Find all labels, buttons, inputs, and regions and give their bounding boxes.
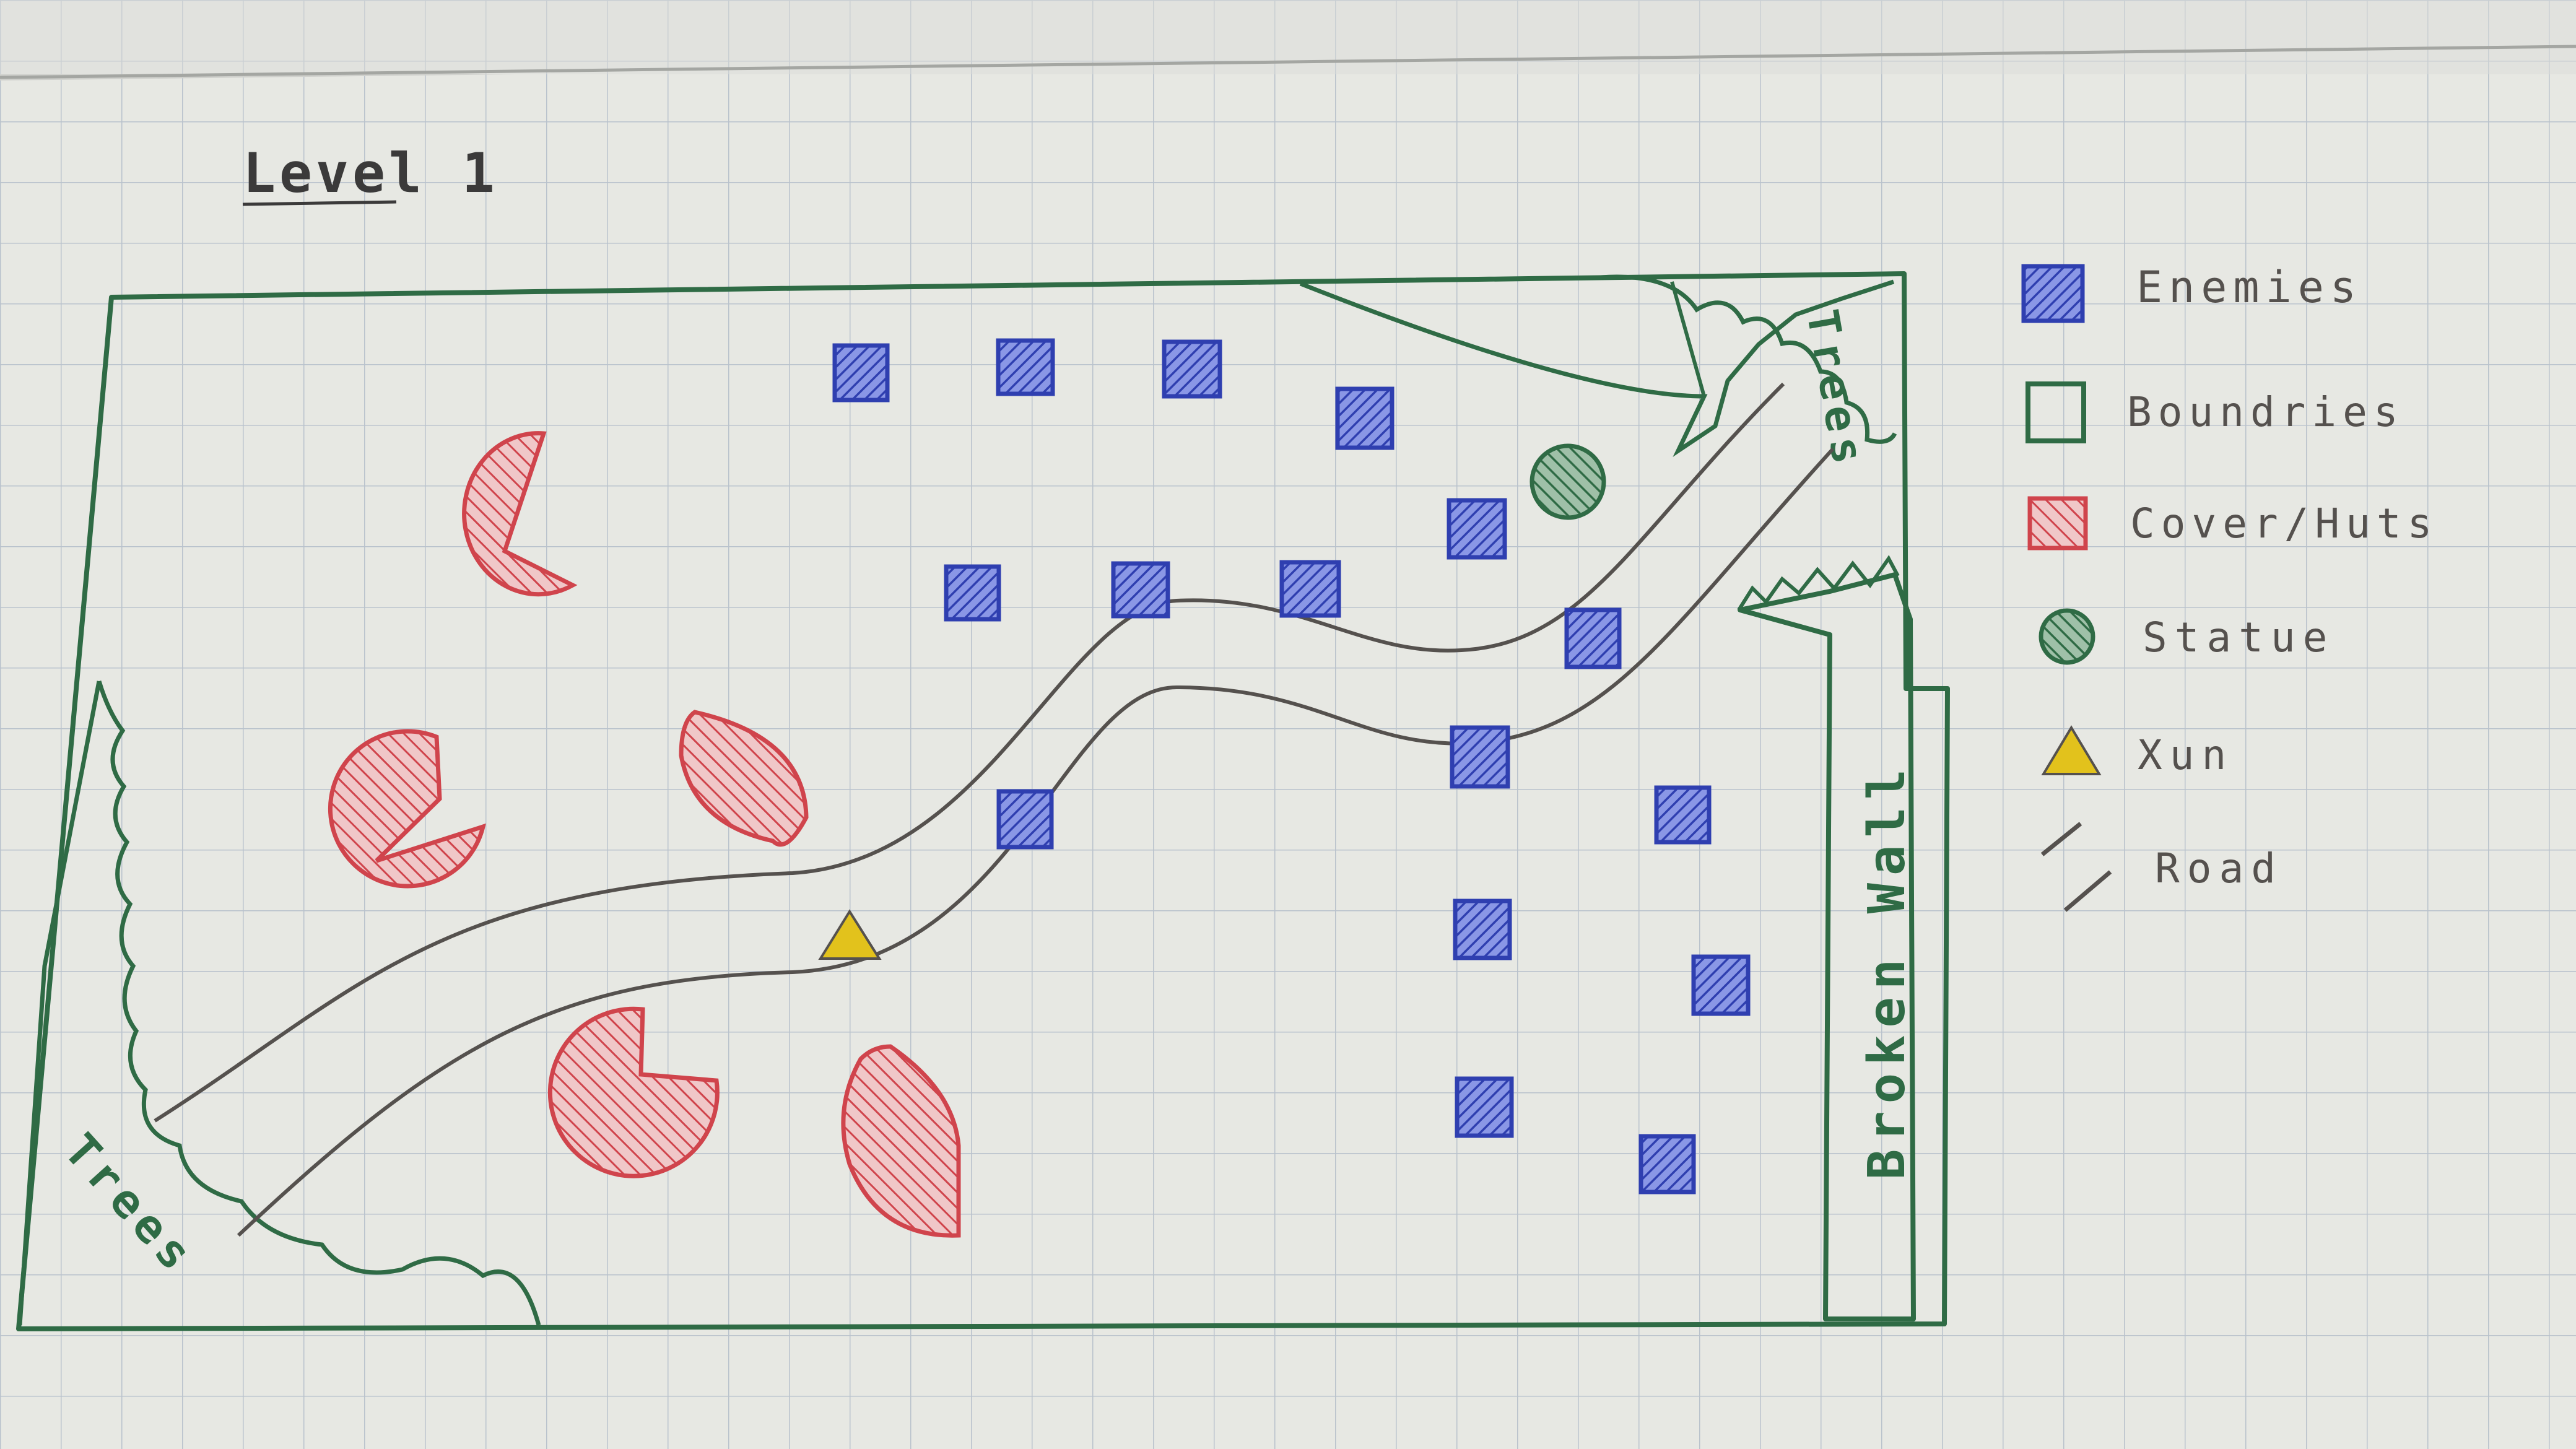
legend-item-statue: Statue	[2039, 608, 2334, 665]
road	[154, 382, 1835, 1237]
double-line-icon	[2040, 822, 2112, 912]
enemies	[832, 338, 1751, 1194]
legend-item-enemies: Enemies	[2021, 262, 2362, 323]
broken-wall: Broken Wall	[1737, 555, 1917, 1321]
enemy	[1691, 954, 1751, 1016]
enemy	[1638, 1134, 1696, 1194]
enemy	[1335, 386, 1395, 450]
hatched-square-icon	[2021, 264, 2085, 323]
legend-label: Statue	[2143, 614, 2334, 661]
hut	[841, 1044, 961, 1238]
hatched-square-icon	[2027, 496, 2088, 550]
legend-item-boundaries: Boundries	[2026, 381, 2404, 443]
hut	[328, 729, 486, 889]
enemy	[996, 338, 1055, 396]
map-boundary	[16, 271, 1950, 1331]
hut	[679, 710, 809, 847]
outline-square-icon	[2026, 381, 2086, 443]
legend-label: Enemies	[2136, 262, 2362, 313]
enemy	[832, 343, 890, 402]
legend-item-road: Road	[2040, 822, 2283, 912]
xun-player-marker	[818, 909, 882, 960]
legend-label: Boundries	[2127, 388, 2404, 436]
legend-label: Road	[2155, 845, 2283, 892]
enemy	[1162, 339, 1222, 399]
triangle-icon	[2041, 725, 2102, 775]
title-underline	[242, 200, 397, 206]
enemy	[1450, 725, 1510, 789]
enemy	[996, 789, 1054, 850]
level-title: Level 1	[243, 141, 498, 205]
statue	[1530, 443, 1606, 520]
enemy	[944, 564, 1001, 622]
enemy	[1453, 899, 1512, 960]
enemy	[1279, 560, 1341, 618]
hatched-circle-icon	[2039, 608, 2095, 665]
hut	[547, 1006, 720, 1178]
legend-item-cover: Cover/Huts	[2027, 496, 2438, 550]
enemy	[1455, 1076, 1514, 1138]
legend-label: Xun	[2138, 731, 2234, 779]
enemy	[1447, 498, 1507, 560]
legend: Enemies Boundries Cover/Huts Statue Xun …	[2021, 262, 2438, 912]
cover-huts	[328, 431, 961, 1238]
legend-label: Cover/Huts	[2130, 500, 2438, 547]
enemy	[1111, 561, 1170, 619]
enemy	[1564, 607, 1622, 669]
enemy	[1654, 785, 1712, 845]
hut	[462, 431, 578, 597]
broken-wall-label: Broken Wall	[1858, 762, 1917, 1180]
legend-item-xun: Xun	[2041, 725, 2234, 779]
